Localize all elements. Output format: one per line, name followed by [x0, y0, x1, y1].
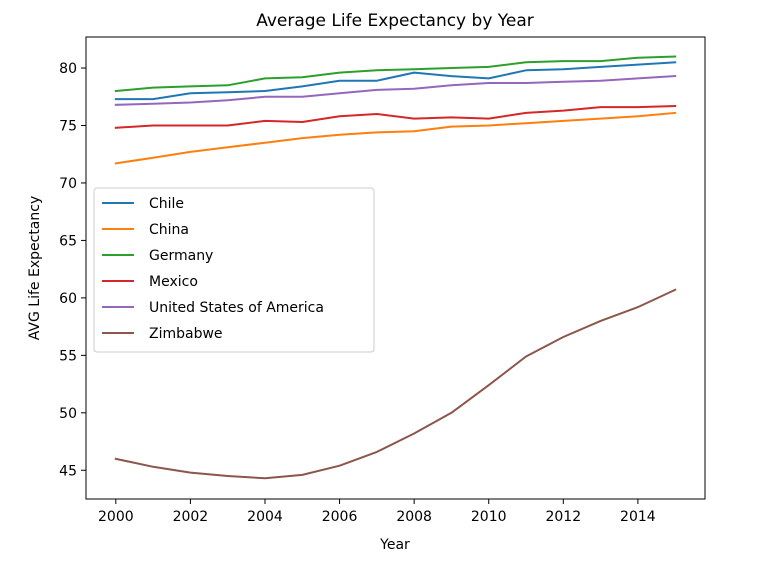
y-tick-label: 65 [59, 233, 77, 249]
legend: Chile China Germany Mexico United States of … [93, 187, 375, 353]
legend-label: Germany [149, 248, 213, 264]
x-tick-label: 2004 [247, 509, 283, 525]
x-tick-label: 2012 [545, 509, 581, 525]
x-axis: 2000 2002 2004 2006 2008 2010 2012 2014 [98, 499, 656, 525]
series-line-chile [114, 61, 677, 101]
plot-frame [85, 36, 706, 500]
legend-label: Chile [149, 196, 184, 212]
series-line-zimbabwe [114, 288, 677, 480]
y-tick-label: 75 [59, 118, 77, 134]
legend-label: Mexico [149, 274, 198, 290]
chart-title: Average Life Expectancy by Year [256, 11, 534, 31]
y-tick-label: 60 [59, 291, 77, 307]
series-line-germany [114, 55, 677, 93]
y-tick-label: 45 [59, 463, 77, 479]
series-line-mexico [114, 104, 677, 129]
y-axis-label: AVG Life Expectancy [27, 196, 43, 341]
legend-box [93, 187, 375, 353]
x-tick-label: 2008 [396, 509, 432, 525]
x-tick-label: 2006 [322, 509, 358, 525]
x-axis-label: Year [379, 537, 410, 553]
x-tick-label: 2000 [98, 509, 134, 525]
y-tick-label: 80 [59, 61, 77, 77]
y-tick-label: 55 [59, 348, 77, 364]
x-tick-label: 2010 [471, 509, 507, 525]
x-tick-label: 2014 [620, 509, 656, 525]
legend-label: United States of America [149, 300, 324, 316]
y-axis: 45 50 55 60 65 70 75 80 [59, 61, 86, 479]
series-line-united-states-of-america [114, 75, 677, 106]
plot-area [114, 55, 677, 480]
x-tick-label: 2002 [173, 509, 209, 525]
legend-label: Zimbabwe [149, 326, 223, 342]
y-tick-label: 50 [59, 406, 77, 422]
legend-label: China [149, 222, 189, 238]
series-line-china [114, 111, 677, 165]
y-tick-label: 70 [59, 176, 77, 192]
